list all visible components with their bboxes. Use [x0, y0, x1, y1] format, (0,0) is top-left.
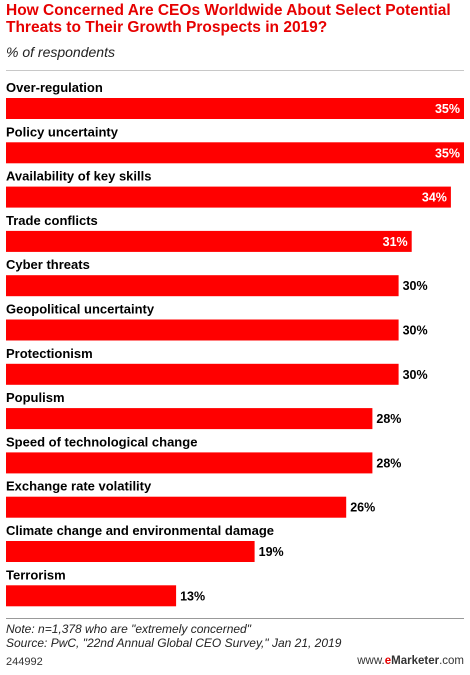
category-label: Trade conflicts	[6, 213, 98, 228]
brand-name: Marketer	[391, 655, 440, 667]
emarketer-logo: www.eMarketer.com	[357, 655, 464, 667]
value-label: 34%	[422, 191, 447, 205]
value-label: 28%	[376, 412, 401, 426]
bar	[6, 142, 464, 164]
bar	[6, 230, 412, 252]
value-label: 30%	[403, 279, 428, 293]
brand-prefix: www.	[357, 655, 385, 667]
bar	[6, 186, 451, 208]
value-label: 30%	[403, 324, 428, 338]
value-label: 35%	[435, 102, 460, 116]
category-label: Availability of key skills	[6, 169, 151, 184]
value-label: 35%	[435, 146, 460, 160]
bar	[6, 363, 399, 385]
category-label: Terrorism	[6, 567, 66, 582]
top-divider	[6, 70, 464, 71]
value-label: 31%	[383, 235, 408, 249]
category-label: Populism	[6, 390, 65, 405]
bar	[6, 541, 255, 562]
bar	[6, 496, 347, 518]
bottom-divider	[6, 618, 464, 619]
category-label: Policy uncertainty	[6, 124, 119, 139]
source-text: Source: PwC, "22nd Annual Global CEO Sur…	[6, 636, 342, 650]
category-label: Cyber threats	[6, 257, 90, 272]
bar	[6, 452, 373, 474]
chart-id: 244992	[6, 656, 43, 668]
bar	[6, 319, 399, 341]
bar	[6, 98, 464, 119]
value-label: 30%	[403, 368, 428, 382]
category-label: Geopolitical uncertainty	[6, 302, 155, 317]
brand-highlight: e	[384, 655, 392, 667]
bar	[6, 585, 177, 607]
chart-title: How Concerned Are CEOs Worldwide About S…	[6, 2, 451, 36]
value-label: 28%	[376, 456, 401, 470]
bar	[6, 275, 399, 297]
category-label: Speed of technological change	[6, 434, 197, 449]
bar-chart: Over-regulation 35% Policy uncertainty 35% A…	[6, 80, 464, 607]
note-text: Note: n=1,378 who are "extremely concern…	[6, 622, 251, 636]
chart-notes: Note: n=1,378 who are "extremely concern…	[6, 622, 341, 650]
value-label: 26%	[350, 501, 375, 515]
chart-subtitle: % of respondents	[6, 44, 115, 60]
category-label: Climate change and environmental damage	[6, 523, 274, 538]
category-label: Exchange rate volatility	[6, 479, 152, 494]
brand-suffix: .com	[439, 655, 464, 667]
bar	[6, 408, 373, 430]
category-label: Protectionism	[6, 346, 93, 361]
value-label: 13%	[180, 589, 205, 603]
category-label: Over-regulation	[6, 80, 103, 95]
value-label: 19%	[259, 545, 284, 559]
